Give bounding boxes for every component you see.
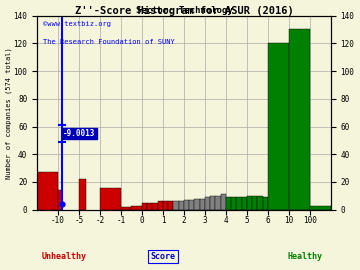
Bar bbox=[189, 200, 194, 210]
Bar bbox=[142, 203, 147, 210]
Bar bbox=[231, 197, 237, 210]
Bar bbox=[252, 196, 257, 210]
Bar bbox=[163, 201, 168, 210]
Bar bbox=[194, 199, 200, 210]
Bar bbox=[79, 179, 86, 210]
Bar bbox=[131, 205, 142, 210]
Bar bbox=[168, 201, 174, 210]
Bar bbox=[263, 197, 268, 210]
Bar bbox=[247, 196, 252, 210]
Text: ©www.textbiz.org: ©www.textbiz.org bbox=[43, 21, 111, 28]
Bar bbox=[237, 197, 242, 210]
Bar bbox=[153, 203, 158, 210]
Bar bbox=[58, 190, 62, 210]
Text: The Research Foundation of SUNY: The Research Foundation of SUNY bbox=[43, 39, 175, 45]
Bar bbox=[184, 200, 189, 210]
Bar bbox=[221, 194, 226, 210]
Bar bbox=[210, 196, 215, 210]
Bar bbox=[310, 205, 331, 210]
Y-axis label: Number of companies (574 total): Number of companies (574 total) bbox=[5, 47, 12, 178]
Bar bbox=[200, 199, 205, 210]
Bar bbox=[215, 196, 221, 210]
Text: Sector: Technology: Sector: Technology bbox=[136, 6, 232, 15]
Bar bbox=[37, 172, 58, 210]
Bar bbox=[100, 188, 121, 210]
Bar bbox=[121, 207, 131, 210]
Bar bbox=[158, 201, 163, 210]
Bar bbox=[242, 197, 247, 210]
Title: Z''-Score Histogram for ASUR (2016): Z''-Score Histogram for ASUR (2016) bbox=[75, 6, 293, 16]
Bar bbox=[257, 196, 263, 210]
Bar bbox=[179, 201, 184, 210]
Bar bbox=[147, 203, 153, 210]
Text: Healthy: Healthy bbox=[288, 252, 323, 261]
Bar bbox=[289, 29, 310, 210]
Text: Unhealthy: Unhealthy bbox=[42, 252, 87, 261]
Text: Score: Score bbox=[150, 252, 175, 261]
Text: -9.0013: -9.0013 bbox=[63, 129, 96, 138]
Bar bbox=[226, 197, 231, 210]
Bar bbox=[174, 201, 179, 210]
Bar bbox=[268, 43, 289, 210]
Bar bbox=[205, 197, 210, 210]
